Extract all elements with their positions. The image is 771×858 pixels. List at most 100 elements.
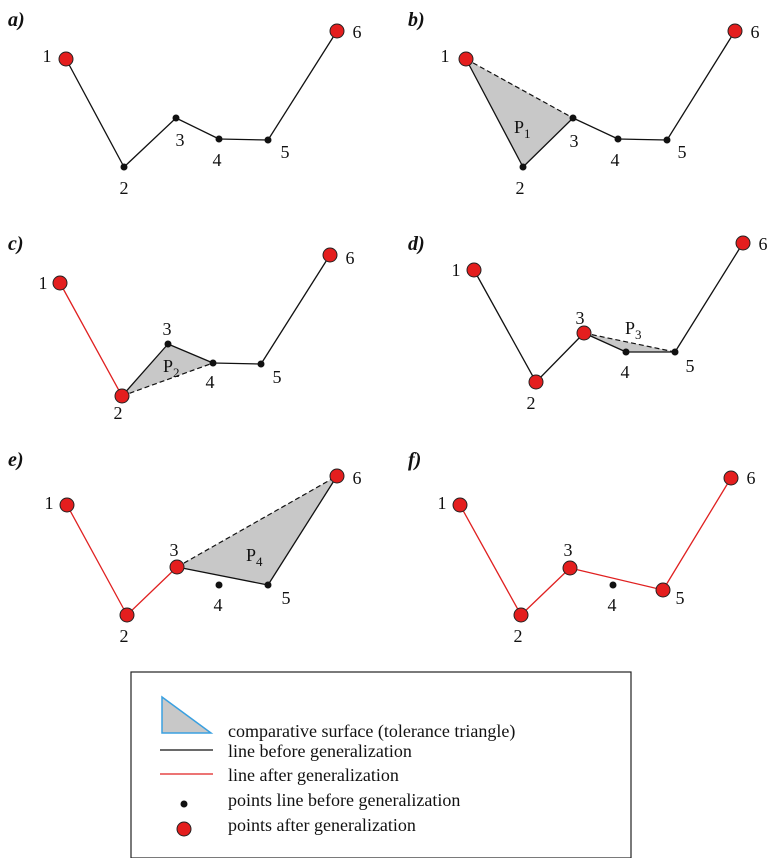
point-label: 5 — [686, 356, 695, 376]
point-before — [622, 348, 630, 356]
segment-before — [465, 58, 524, 168]
point-label: 1 — [441, 46, 450, 66]
point-after — [52, 275, 68, 291]
point-label: 4 — [611, 150, 620, 170]
dashed-chord — [465, 58, 574, 119]
legend-black-dot — [180, 800, 188, 808]
point-before — [663, 136, 671, 144]
triangle-index: 2 — [173, 365, 180, 380]
point-label: 3 — [163, 319, 172, 339]
point-after — [58, 51, 74, 67]
triangle-letter: P — [246, 545, 256, 565]
segment-before — [617, 138, 668, 141]
point-after — [727, 23, 743, 39]
triangle-index: 4 — [256, 554, 263, 569]
dashed-chord — [176, 475, 338, 568]
point-before — [519, 163, 527, 171]
segment-before — [674, 242, 744, 353]
segment-after — [569, 567, 664, 591]
triangle-letter: P — [625, 318, 635, 338]
segment-before — [65, 58, 125, 168]
point-label: 5 — [676, 588, 685, 608]
point-label: 5 — [678, 142, 687, 162]
point-after — [169, 559, 185, 575]
segment-before — [123, 117, 177, 168]
panel-label: e) — [8, 449, 24, 471]
point-before — [609, 581, 617, 589]
point-after — [655, 582, 671, 598]
point-after — [562, 560, 578, 576]
segment-before — [218, 138, 269, 141]
point-after — [723, 470, 739, 486]
tolerance-triangle — [122, 344, 213, 396]
point-label: 6 — [747, 468, 756, 488]
point-before — [209, 359, 217, 367]
segment-before — [176, 566, 269, 586]
triangle-label: P3 — [625, 318, 642, 342]
point-before — [671, 348, 679, 356]
point-before — [257, 360, 265, 368]
segment-before — [121, 343, 169, 397]
point-label: 5 — [282, 588, 291, 608]
legend-text: points line before generalization — [228, 790, 460, 810]
legend-text: line before generalization — [228, 741, 412, 761]
point-label: 1 — [438, 493, 447, 513]
segment-after — [59, 282, 123, 397]
segment-before — [666, 30, 736, 141]
point-label: 1 — [43, 46, 52, 66]
segment-before — [167, 343, 214, 364]
panel-label: f) — [408, 449, 421, 471]
point-after — [528, 374, 544, 390]
tolerance-triangle — [466, 59, 573, 167]
triangle-label: P2 — [163, 356, 180, 380]
point-label: 2 — [516, 178, 525, 198]
panel-label: a) — [8, 9, 25, 31]
panel-label: d) — [408, 233, 425, 255]
point-after — [59, 497, 75, 513]
segment-before — [267, 30, 338, 141]
segment-after — [520, 567, 571, 616]
point-label: 6 — [751, 22, 760, 42]
segment-after — [66, 504, 128, 616]
segment-before — [267, 475, 338, 586]
legend-red-dot — [176, 821, 192, 837]
segment-before — [572, 117, 619, 140]
segment-before — [175, 117, 220, 140]
point-label: 3 — [576, 308, 585, 328]
point-after — [322, 247, 338, 263]
point-label: 3 — [176, 130, 185, 150]
point-label: 2 — [114, 403, 123, 423]
triangle-index: 1 — [524, 126, 531, 141]
legend-box — [130, 671, 632, 858]
segment-after — [662, 477, 732, 591]
point-label: 3 — [570, 131, 579, 151]
panel-label: c) — [8, 233, 24, 255]
point-before — [172, 114, 180, 122]
point-label: 4 — [214, 595, 223, 615]
panel-label: b) — [408, 9, 425, 31]
point-label: 2 — [514, 626, 523, 646]
point-before — [264, 136, 272, 144]
point-before — [264, 581, 272, 589]
point-label: 1 — [39, 273, 48, 293]
point-label: 5 — [273, 367, 282, 387]
point-before — [569, 114, 577, 122]
legend-text: line after generalization — [228, 765, 399, 785]
point-label: 4 — [213, 150, 222, 170]
point-label: 6 — [353, 468, 362, 488]
point-after — [114, 388, 130, 404]
point-label: 2 — [527, 393, 536, 413]
legend-triangle-icon — [161, 695, 214, 734]
panel: a) 1 2 3 4 5 6 — [8, 9, 362, 198]
point-after — [735, 235, 751, 251]
triangle-letter: P — [514, 117, 524, 137]
point-before — [164, 340, 172, 348]
point-label: 6 — [353, 22, 362, 42]
point-label: 2 — [120, 178, 129, 198]
point-before — [614, 135, 622, 143]
point-label: 1 — [452, 260, 461, 280]
